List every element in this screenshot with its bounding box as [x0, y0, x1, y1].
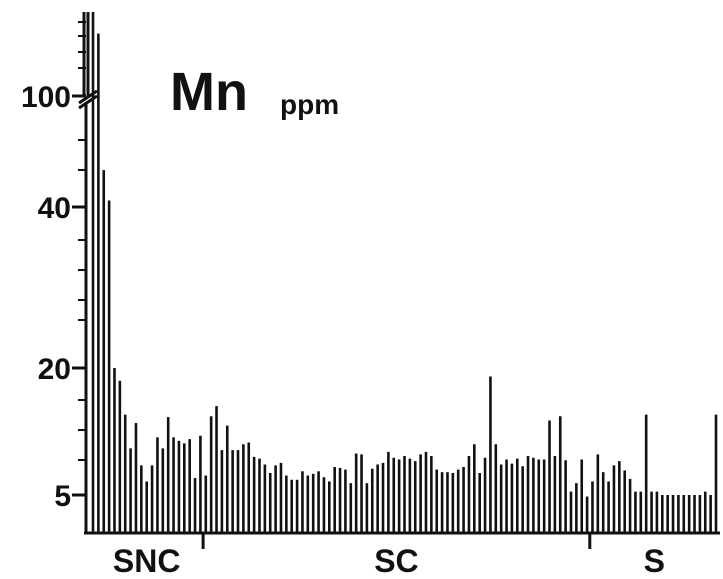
group-label: SC	[374, 543, 418, 579]
y-tick-label: 5	[54, 480, 71, 513]
y-ticks: 100 40 20 5	[21, 21, 86, 513]
bars	[91, 12, 718, 533]
group-dividers: SNC SC S	[113, 533, 665, 579]
y-tick-label: 100	[21, 81, 71, 114]
y-tick-label: 40	[38, 192, 71, 225]
group-label: S	[644, 543, 665, 579]
chart-unit: ppm	[280, 89, 339, 120]
chart-title: Mn	[170, 62, 248, 122]
group-label: SNC	[113, 543, 181, 579]
y-tick-label: 20	[38, 353, 71, 386]
